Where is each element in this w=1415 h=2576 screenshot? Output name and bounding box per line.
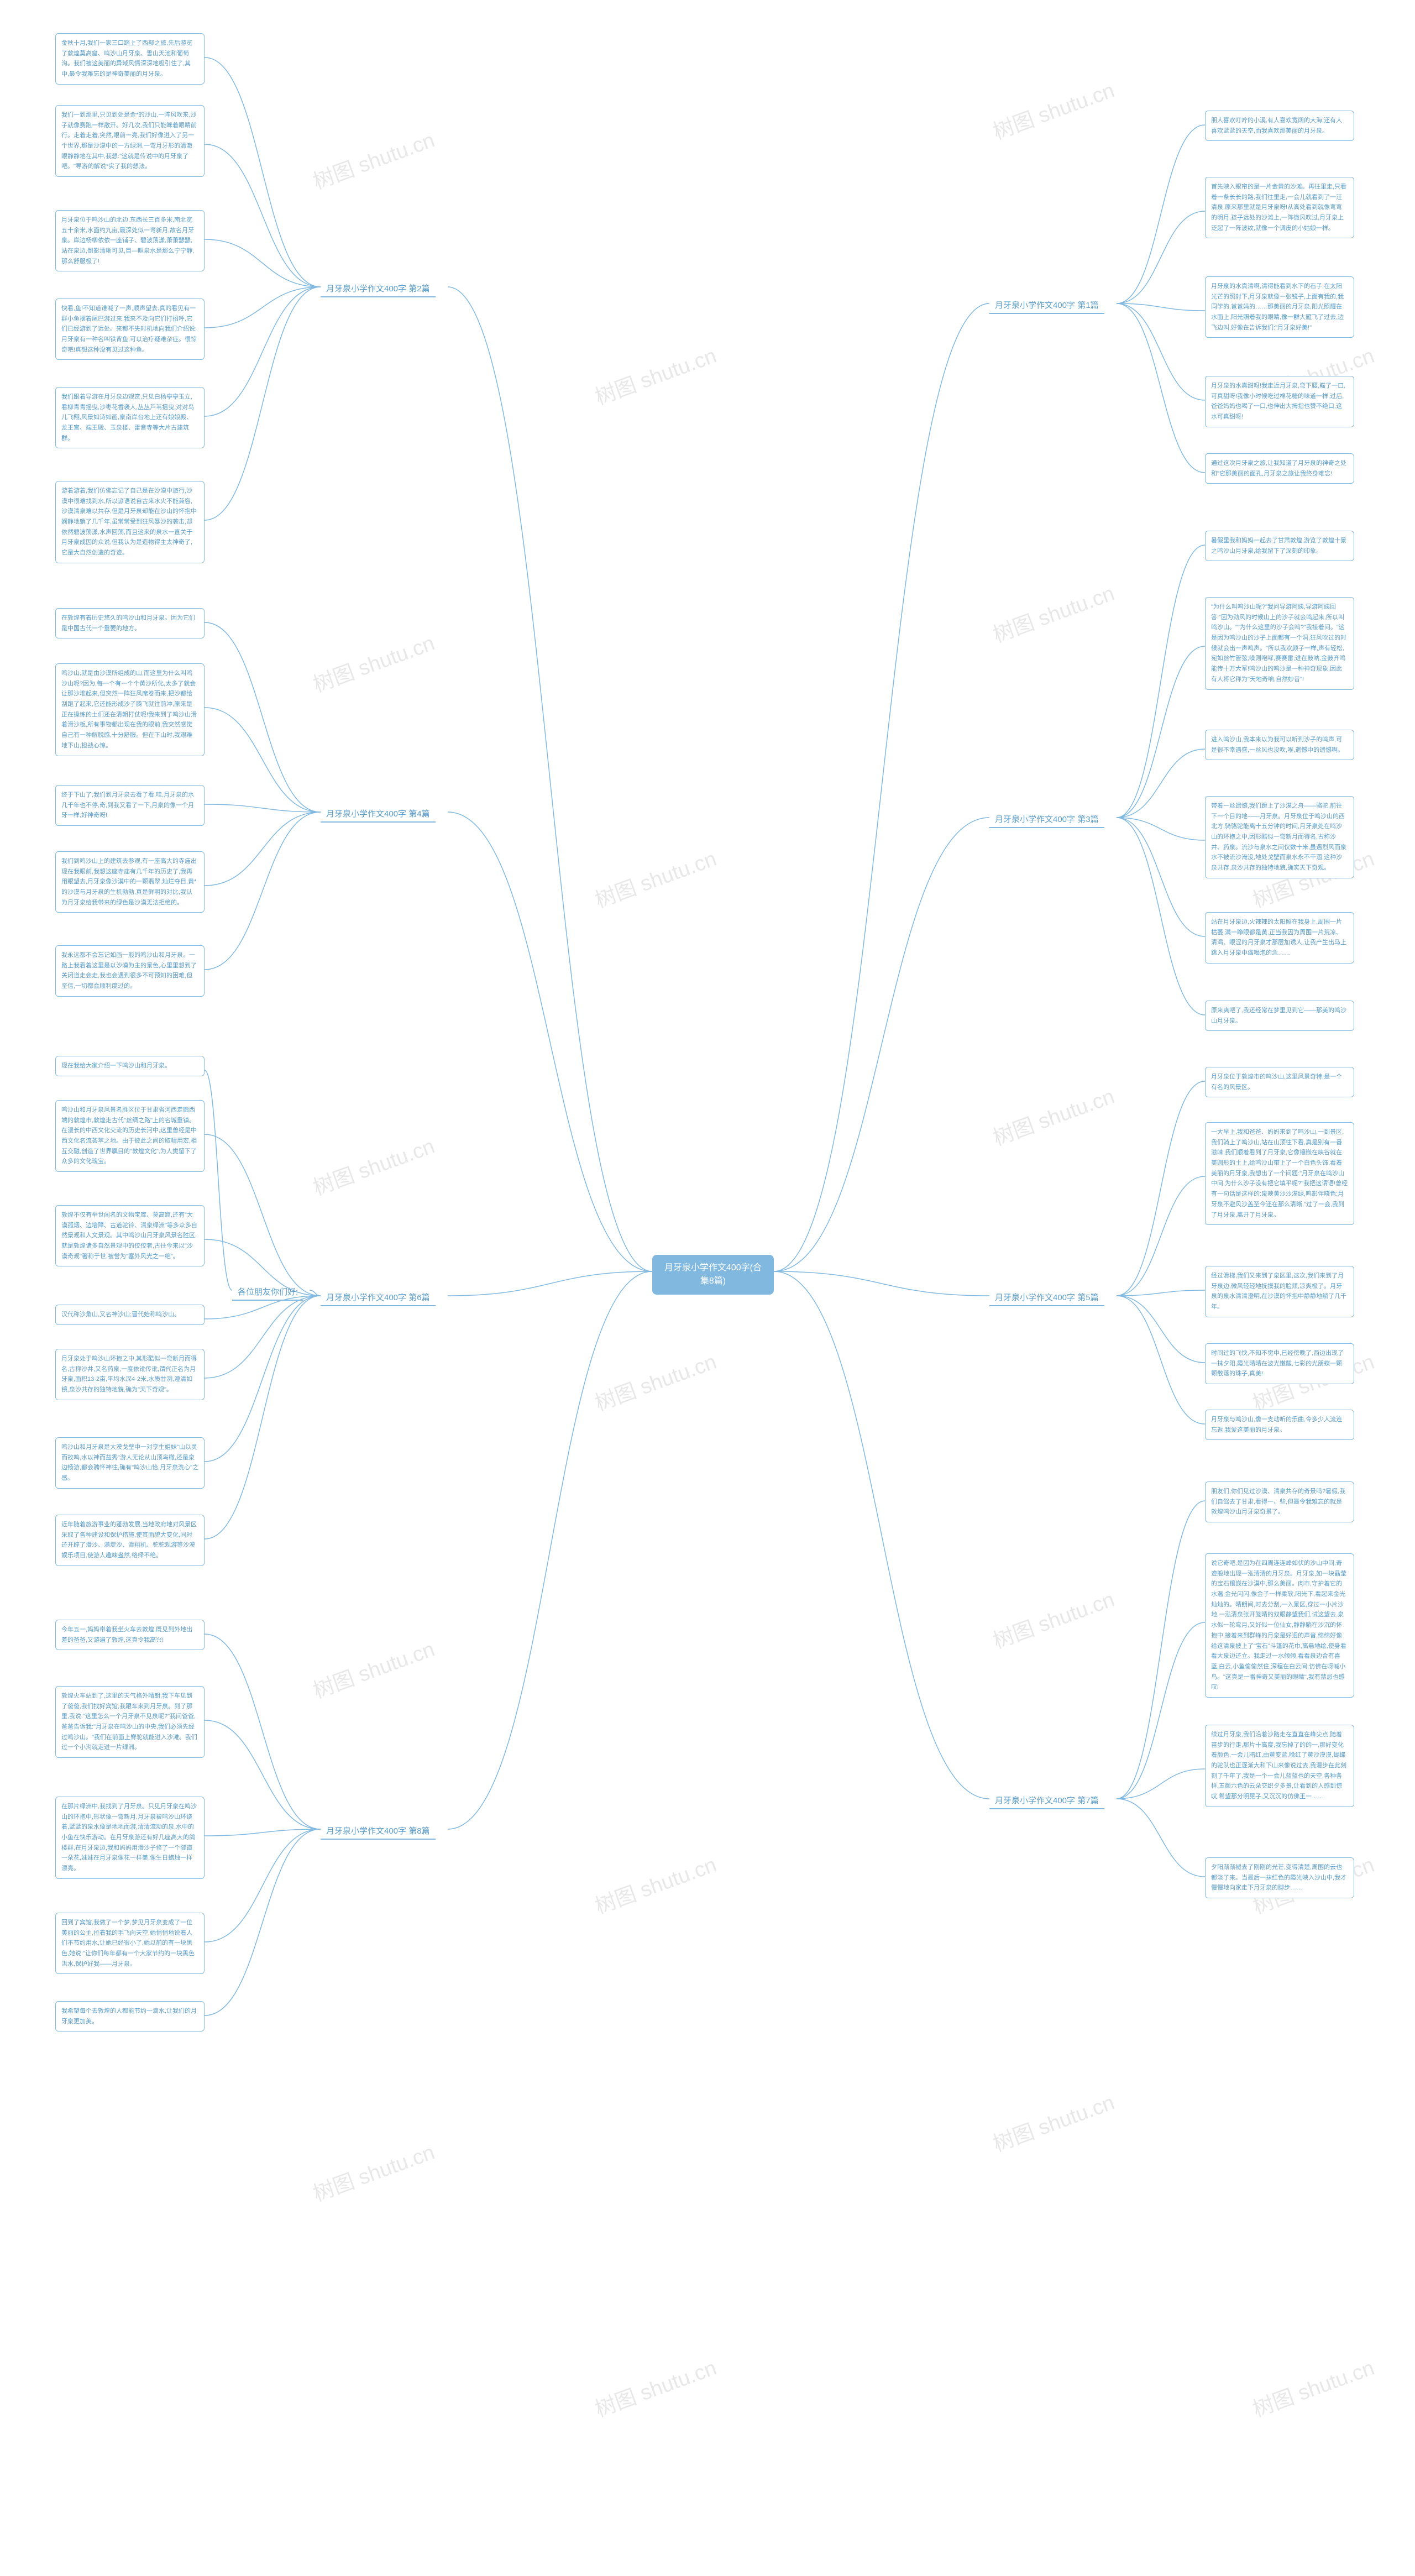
- leaf-paragraph: 鸣沙山和月牙泉风景名胜区位于甘肃省河西走廊西端的敦煌市,敦煌走古代"丝绸之路"上…: [55, 1100, 205, 1172]
- leaf-paragraph: 进入鸣沙山,我本来以为我可以听到沙子的鸣声,可是很不幸遇盛,一丝风也没吹,唉,遗…: [1205, 730, 1354, 760]
- leaf-paragraph: 我永远都不会忘记如画一般的鸣沙山和月牙泉。一路上我看着这里是以沙漠为主的景色,心…: [55, 945, 205, 997]
- leaf-paragraph: 通过这次月牙泉之旅,让我知道了月牙泉的神奇之处和"它那美丽的面孔,月牙泉之旅让我…: [1205, 453, 1354, 484]
- leaf-paragraph: 我们到鸣沙山上的建筑去参观,有一座高大的寺庙出现在我眼前,我想这座寺庙有几千年的…: [55, 851, 205, 913]
- leaf-paragraph: 在那片绿洲中,我找到了月牙泉。只见月牙泉在鸣沙山的环抱中,形状像一弯新月,月牙泉…: [55, 1797, 205, 1879]
- branch-b3: 月牙泉小学作文400字 第3篇: [989, 810, 1104, 828]
- leaf-paragraph: 金秋十月,我们一家三口踏上了西部之旅,先后游览了敦煌莫高窟、鸣沙山月牙泉、雪山天…: [55, 33, 205, 85]
- leaf-paragraph: 站在月牙泉边,火辣辣的太阳照在我身上,周围一片枯萎,满一睁眼都是黄,正当我因为周…: [1205, 912, 1354, 964]
- leaf-paragraph: 时间过的飞快,不知不觉中,已经傍晚了,西边出现了一抹夕阳,霞光晴晴在波光嫩黻,七…: [1205, 1343, 1354, 1384]
- leaf-paragraph: 游着游着,我们仿佛忘记了自己是在沙漠中旅行,沙漠中很难找到水,所以谚语说自古来水…: [55, 481, 205, 563]
- leaf-paragraph: 现在我给大家介绍一下鸣沙山和月牙泉。: [55, 1056, 205, 1076]
- leaf-paragraph: 月牙泉的水真清啊,清得能看到水下的石子,在太阳光芒的照射下,月牙泉就像一张镜子,…: [1205, 276, 1354, 338]
- leaf-paragraph: 我们一到那里,只见到处是金*的沙山,一阵风吹来,沙子就像赛跑一样散开。好几次,我…: [55, 105, 205, 177]
- leaf-paragraph: 经过滑梯,我们又来到了泉区里,这次,我们来到了月牙泉边,微风轻轻地抚摸我的脸颊,…: [1205, 1266, 1354, 1317]
- leaf-paragraph: 暑假里我和妈妈一起去了甘肃敦煌,游览了敦煌十景之鸣沙山月牙泉,给我留下了深刻的印…: [1205, 531, 1354, 561]
- leaf-paragraph: 我们跟着导游在月牙泉边观赏,只见白杨亭亭玉立,看柳青青摇曳,沙枣花香袭人,丛丛芦…: [55, 387, 205, 448]
- leaf-paragraph: 敦煌不仅有举世闻名的文物宝库、莫高窟,还有"大漠孤烟、边墙障、古道驼铃、清泉绿洲…: [55, 1205, 205, 1266]
- leaf-paragraph: 一大早上,我和爸爸、妈妈来到了鸣沙山,一到景区,我们骑上了鸣沙山,站在山顶往下看…: [1205, 1122, 1354, 1225]
- subbranch: 各位朋友你们好:: [232, 1282, 303, 1301]
- leaf-paragraph: 回到了宾馆,我做了一个梦,梦见月牙泉变成了一位美丽的公主,拉着我的手飞向天空,她…: [55, 1913, 205, 1974]
- leaf-paragraph: 朋友们,你们见过沙漠、清泉共存的奇景吗?暑假,我们自驾去了甘肃,看得一、些,但最…: [1205, 1481, 1354, 1522]
- branch-b1: 月牙泉小学作文400字 第1篇: [989, 296, 1104, 314]
- leaf-paragraph: 首先映入眼帘的是一片金黄的沙滩。再往里走,只看着一条长长的路,我们往里走,一会儿…: [1205, 177, 1354, 238]
- leaf-paragraph: 近年随着旅游事业的蓬勃发展,当地政府地对风景区采取了各种建设和保护措施,使其面貌…: [55, 1515, 205, 1566]
- root-node: 月牙泉小学作文400字(合集8篇): [652, 1255, 774, 1295]
- leaf-paragraph: 带着一丝遗憾,我们蹬上了沙漠之舟——骆驼,前往下一个目的地——月牙泉。月牙泉位于…: [1205, 796, 1354, 878]
- branch-b2: 月牙泉小学作文400字 第2篇: [321, 279, 436, 297]
- leaf-paragraph: 月牙泉处于鸣沙山环抱之中,其形酷似一弯新月而得名,古称沙井,又名药泉,一度依讹传…: [55, 1349, 205, 1400]
- leaf-paragraph: 终于下山了,我们到月牙泉去看了看,哇,月牙泉的水几千年也不停,奇,到我又看了一下…: [55, 785, 205, 826]
- leaf-paragraph: 原来爽吧了,我还经常在梦里见到它——那美的鸣沙山月牙泉。: [1205, 1001, 1354, 1031]
- leaf-paragraph: 快看,鱼!不知道谁喊了一声,顺声望去,真的看见有一群小鱼摆着尾巴游过来,我来不及…: [55, 299, 205, 360]
- leaf-paragraph: "为什么叫鸣沙山呢?"我问导游阿姨,导游阿姨回答:"因为劲风的时候山上的沙子就会…: [1205, 597, 1354, 690]
- leaf-paragraph: 月牙泉位于鸣沙山的北边,东西长三百多米,南北宽五十余米,水面约九亩,最深处似一弯…: [55, 210, 205, 271]
- leaf-paragraph: 月牙泉的水真甜呀!我走近月牙泉,弯下腰,瞄了一口,可真甜呀!我像小时候吃过棉花糖…: [1205, 376, 1354, 427]
- leaf-paragraph: 在敦煌有着历史悠久的鸣沙山和月牙泉。因为它们是中国古代一个重要的地方。: [55, 608, 205, 638]
- leaf-paragraph: 今年五一,妈妈带着我坐火车去敦煌,既见到外地出差的爸爸,又游遍了敦煌,这真令我高…: [55, 1620, 205, 1650]
- leaf-paragraph: 鸣沙山和月牙泉是大漠戈壁中一对孪生姐妹"山以灵而故鸣,水以神而益秀"游人无论从山…: [55, 1437, 205, 1489]
- branch-b8: 月牙泉小学作文400字 第8篇: [321, 1821, 436, 1840]
- branch-b7: 月牙泉小学作文400字 第7篇: [989, 1791, 1104, 1809]
- branch-b4: 月牙泉小学作文400字 第4篇: [321, 804, 436, 823]
- branch-b5: 月牙泉小学作文400字 第5篇: [989, 1288, 1104, 1306]
- leaf-paragraph: 敦煌火车站到了,这里的天气格外晴朗,我下车见到了爸爸,我们找好宾馆,我跟车来到月…: [55, 1686, 205, 1758]
- leaf-paragraph: 汉代称沙角山,又名神沙山;晋代始称鸣沙山。: [55, 1305, 205, 1325]
- leaf-paragraph: 夕阳渐渐褪去了刚刚的光芒,变得清楚,周围的云也都淡了来。当最后一抹红色的霞光映入…: [1205, 1857, 1354, 1898]
- leaf-paragraph: 鸣沙山,就是由沙漠所组成的山,而这里为什么叫鸣沙山呢?因为,每一个有一个个黄沙所…: [55, 663, 205, 756]
- leaf-paragraph: 续过月牙泉,我们沿着沙路走在直直在峰尖点,随着苗步的行走,那片十高度,我忘掉了的…: [1205, 1725, 1354, 1807]
- leaf-paragraph: 说它奇吧,是因为在四周连连峰如伏的沙山中间,奇迹般地出现一泓清清的月牙泉。月牙泉…: [1205, 1553, 1354, 1698]
- leaf-paragraph: 我希望每个去敦煌的人都能节约一滴水,让我们的月牙泉更加美。: [55, 2001, 205, 2032]
- mindmap-container: 月牙泉小学作文400字(合集8篇) 月牙泉小学作文400字 第2篇 金秋十月,我们…: [0, 0, 1415, 2576]
- leaf-paragraph: 月牙泉位于敦煌市的鸣沙山,这里风景奇特,是一个有名的风景区。: [1205, 1067, 1354, 1097]
- leaf-paragraph: 朋人喜欢叮咛的小溪,有人喜欢宽阔的大海,还有人喜欢蓝蓝的天空,而我喜欢那美丽的月…: [1205, 111, 1354, 141]
- leaf-paragraph: 月牙泉与鸣沙山,像一支动听的乐曲,令多少人流连忘返,我爱这美丽的月牙泉。: [1205, 1410, 1354, 1440]
- branch-b6: 月牙泉小学作文400字 第6篇: [321, 1288, 436, 1306]
